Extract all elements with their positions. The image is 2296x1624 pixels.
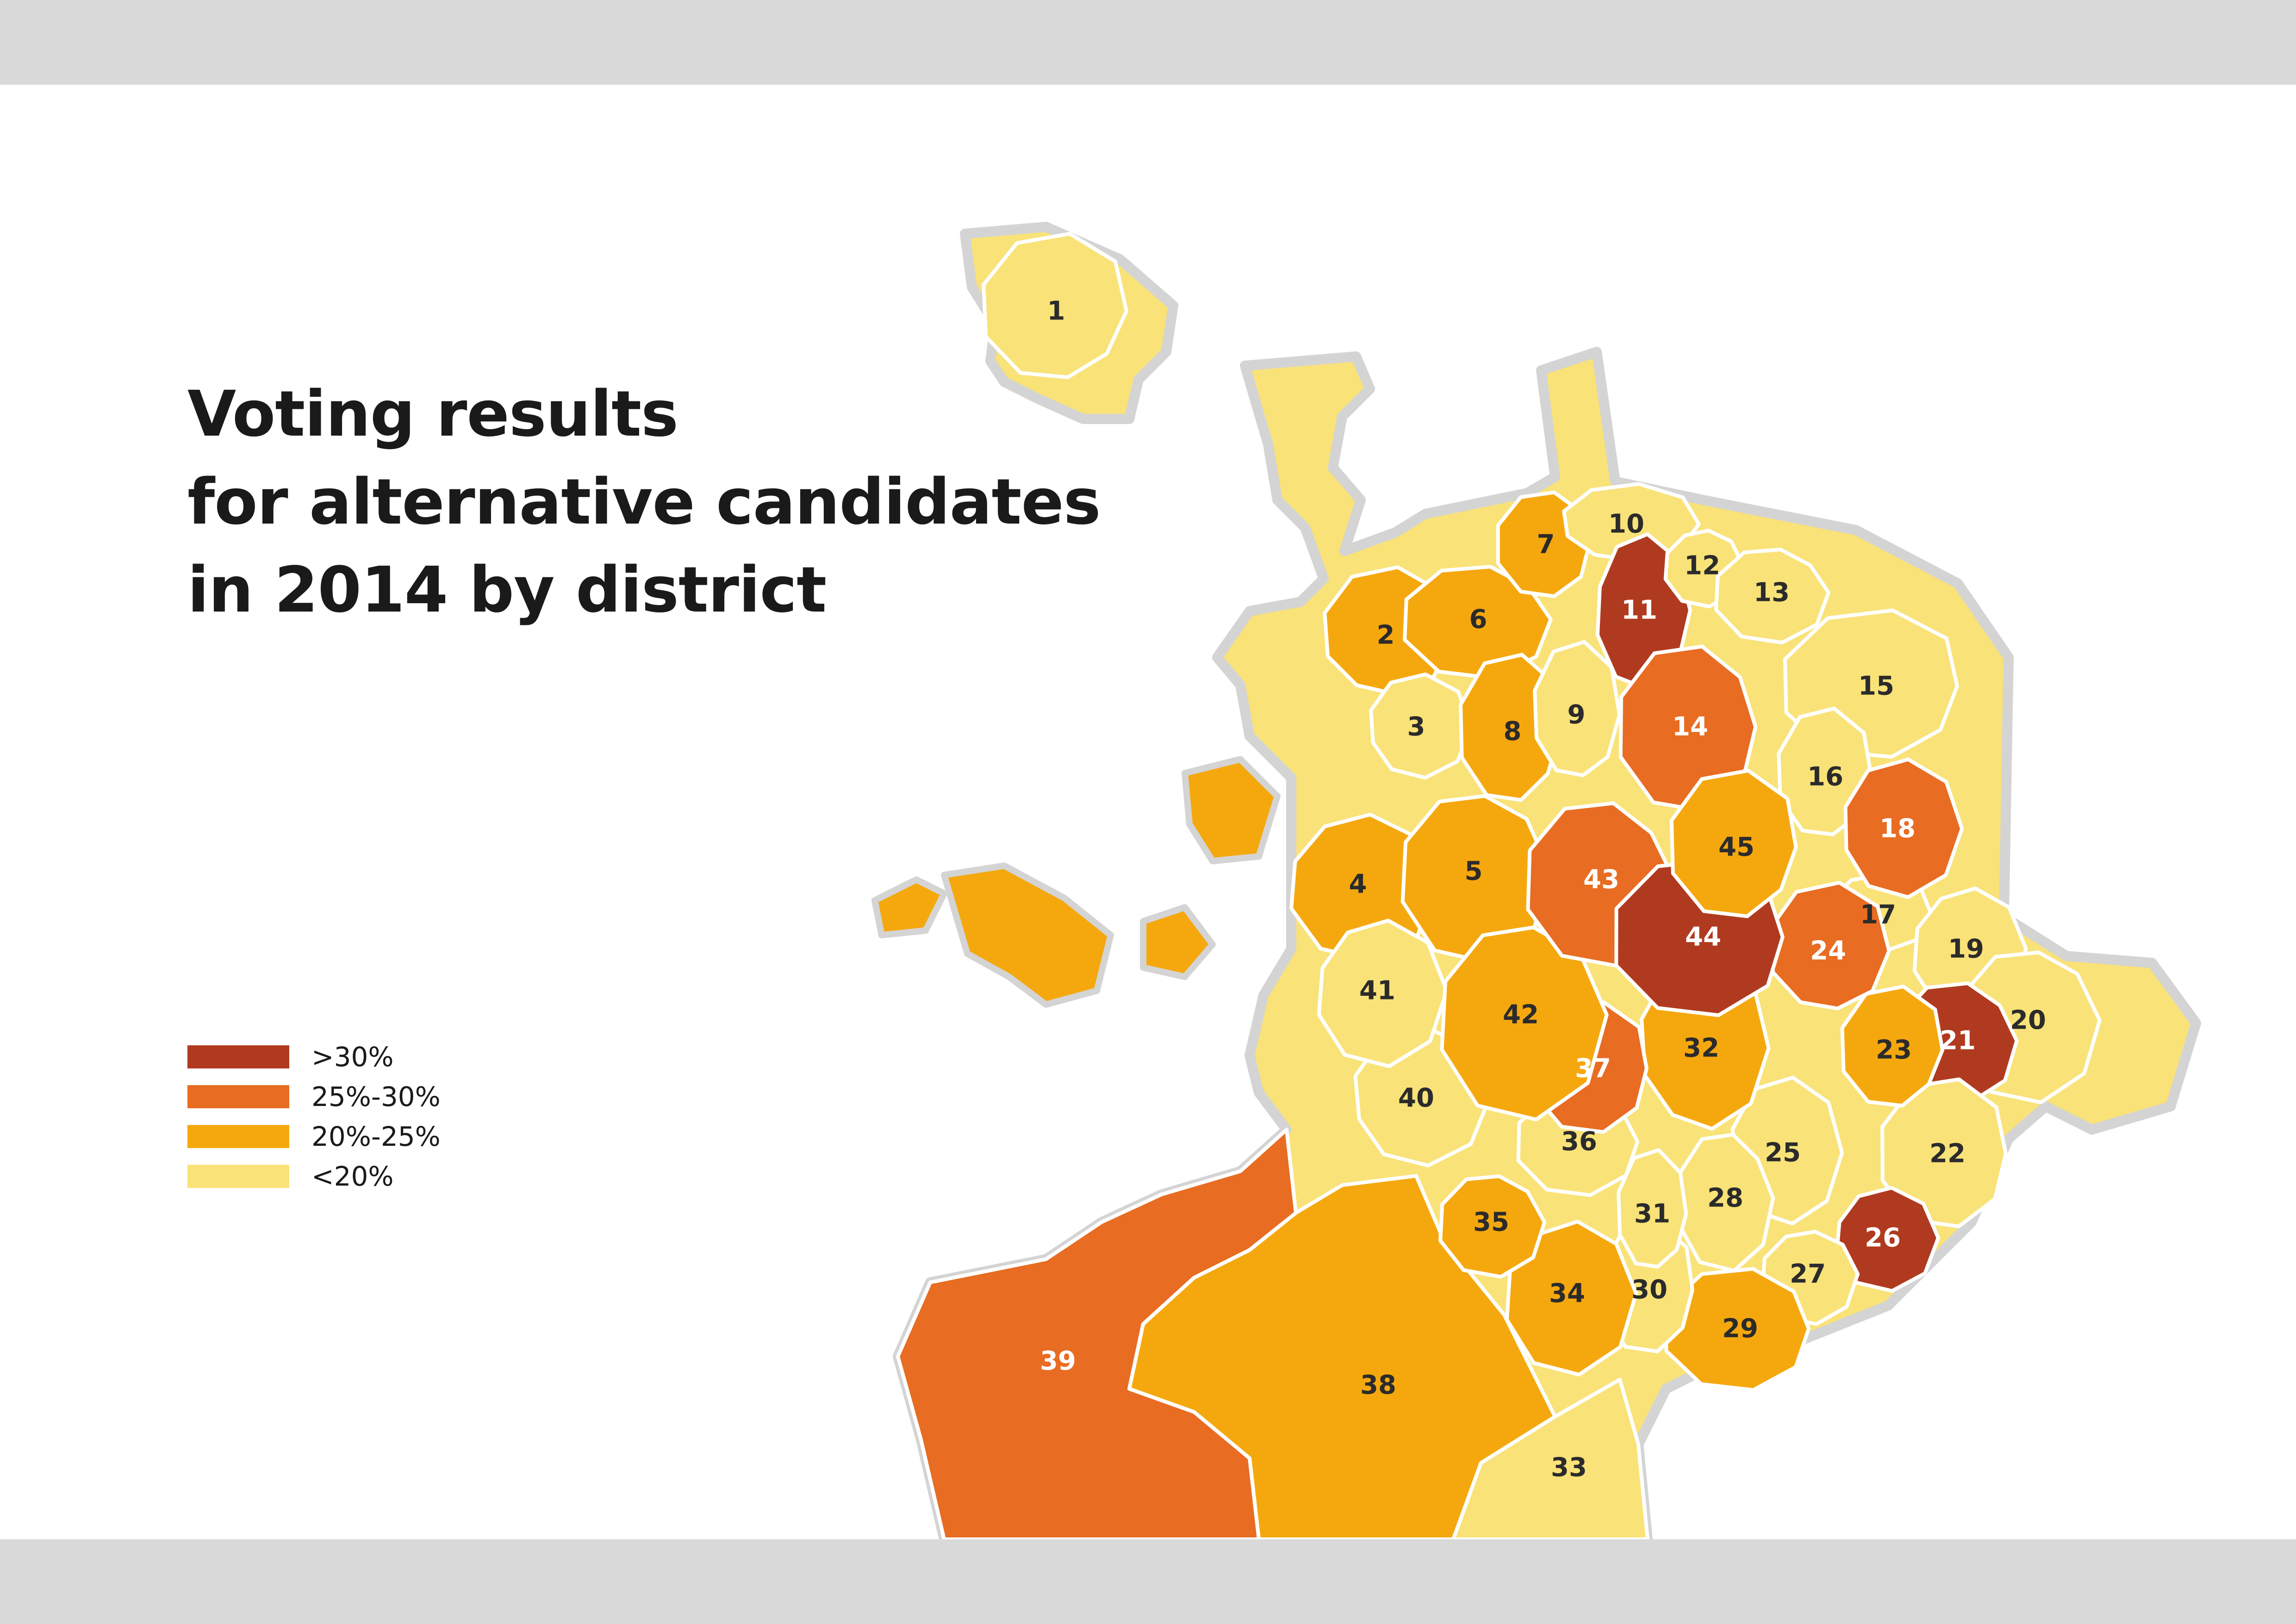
district-label-13: 13: [1754, 578, 1790, 608]
district-31-shape: [1617, 1148, 1688, 1269]
district-label-17: 17: [1860, 900, 1896, 930]
district-label-3: 3: [1407, 712, 1425, 742]
legend-swatch-25-30: [187, 1085, 289, 1108]
legend-label-under-20: <20%: [311, 1161, 394, 1192]
district-label-35: 35: [1473, 1207, 1509, 1237]
district-label-5: 5: [1465, 856, 1483, 887]
legend-label-25-30: 25%-30%: [311, 1081, 441, 1112]
enclave-4: [1182, 756, 1281, 864]
district-label-15: 15: [1858, 671, 1894, 701]
district-label-24: 24: [1810, 936, 1846, 966]
district-label-31: 31: [1634, 1199, 1670, 1229]
legend-swatch-20-25: [187, 1125, 289, 1148]
title-line-2: for alternative candidates: [187, 466, 1101, 539]
district-label-30: 30: [1631, 1275, 1668, 1305]
district-39-region: [896, 1128, 1298, 1541]
enclave-2: [941, 862, 1114, 1008]
legend-label-over-30: >30%: [311, 1041, 394, 1073]
district-label-38: 38: [1360, 1370, 1396, 1400]
map-title: Voting results for alternative candidate…: [187, 370, 1159, 634]
district-shapes: [871, 222, 2201, 1544]
district-label-14: 14: [1672, 712, 1708, 742]
district-35-shape: [1438, 1174, 1547, 1279]
district-45-shape: [1669, 768, 1798, 918]
district-label-21: 21: [1940, 1026, 1976, 1056]
legend: >30% 25%-30% 20%-25% <20%: [187, 1037, 441, 1196]
district-label-20: 20: [2010, 1006, 2046, 1036]
district-label-34: 34: [1549, 1279, 1585, 1309]
district-3-shape: [1369, 672, 1473, 780]
enclave-3: [1140, 904, 1216, 980]
bottom-band: [0, 1539, 2296, 1624]
district-label-40: 40: [1398, 1083, 1434, 1113]
district-41-shape: [1317, 918, 1449, 1068]
legend-swatch-under-20: [187, 1165, 289, 1188]
district-26-shape: [1835, 1186, 1940, 1293]
district-1-shape: [982, 231, 1128, 379]
district-label-22: 22: [1929, 1139, 1966, 1169]
district-label-8: 8: [1504, 717, 1522, 747]
district-label-25: 25: [1765, 1138, 1801, 1168]
district-label-44: 44: [1685, 922, 1721, 952]
district-label-43: 43: [1583, 865, 1619, 895]
district-label-42: 42: [1503, 1000, 1539, 1030]
legend-item-over-30: >30%: [187, 1037, 441, 1077]
district-label-6: 6: [1469, 605, 1487, 635]
district-label-32: 32: [1683, 1033, 1719, 1063]
district-label-9: 9: [1568, 700, 1586, 730]
district-23-shape: [1840, 985, 1945, 1108]
legend-item-under-20: <20%: [187, 1156, 441, 1196]
district-label-10: 10: [1608, 509, 1644, 539]
district-label-41: 41: [1359, 976, 1395, 1006]
title-line-1: Voting results: [187, 378, 678, 451]
district-label-45: 45: [1718, 832, 1755, 862]
district-label-28: 28: [1707, 1183, 1743, 1213]
legend-swatch-over-30: [187, 1045, 289, 1068]
top-band: [0, 0, 2296, 85]
district-label-12: 12: [1684, 551, 1720, 581]
district-label-2: 2: [1377, 620, 1395, 650]
legend-label-20-25: 20%-25%: [311, 1121, 441, 1152]
district-label-18: 18: [1879, 814, 1916, 844]
district-label-1: 1: [1047, 296, 1065, 326]
district-label-23: 23: [1876, 1035, 1912, 1065]
district-label-33: 33: [1551, 1453, 1587, 1483]
enclave-1: [871, 876, 947, 938]
district-13-shape: [1714, 548, 1830, 644]
district-label-37: 37: [1575, 1054, 1611, 1084]
district-label-29: 29: [1722, 1314, 1758, 1344]
district-18-shape: [1843, 757, 1964, 899]
district-22-shape: [1880, 1077, 2008, 1229]
district-label-19: 19: [1948, 934, 1984, 964]
legend-item-25-30: 25%-30%: [187, 1077, 441, 1117]
district-label-36: 36: [1561, 1127, 1597, 1157]
title-line-3: in 2014 by district: [187, 554, 827, 627]
district-label-39: 39: [1040, 1346, 1076, 1376]
legend-item-20-25: 20%-25%: [187, 1117, 441, 1156]
district-label-27: 27: [1790, 1259, 1826, 1289]
district-label-11: 11: [1621, 595, 1657, 625]
district-9-shape: [1533, 640, 1622, 777]
district-label-26: 26: [1865, 1223, 1901, 1253]
district-34-shape: [1505, 1219, 1638, 1377]
district-label-16: 16: [1807, 762, 1843, 792]
district-label-4: 4: [1349, 869, 1367, 899]
district-label-7: 7: [1537, 530, 1555, 560]
